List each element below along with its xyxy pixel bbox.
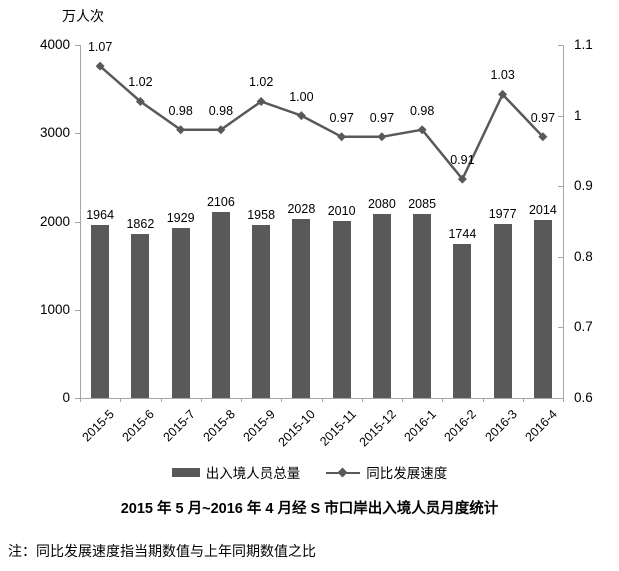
line-point-label: 0.98	[409, 103, 435, 118]
right-axis-tick	[558, 398, 563, 399]
left-axis-tick-label: 0	[62, 390, 70, 405]
line-marker	[176, 125, 186, 135]
bar-value-label: 1977	[488, 206, 517, 221]
bar-2015-7	[171, 227, 190, 398]
bar-2015-10	[292, 219, 311, 398]
line-marker	[296, 111, 306, 121]
y-axis-unit-label: 万人次	[62, 8, 104, 24]
bar-2016-3	[493, 223, 512, 398]
footnote: 注：同比发展速度指当期数值与上年同期数值之比	[8, 545, 316, 560]
line-series-swatch-icon	[326, 467, 361, 477]
line-point-label: 0.98	[168, 103, 193, 118]
x-axis-tick	[80, 398, 81, 402]
line-marker	[498, 89, 508, 99]
x-axis-tick	[281, 398, 283, 402]
line-point-label: 0.97	[329, 110, 354, 125]
line-marker	[256, 96, 266, 106]
line-marker	[337, 132, 347, 142]
line-path	[99, 65, 544, 182]
legend-line-label: 同比发展速度	[366, 466, 448, 481]
left-axis-tick	[75, 309, 80, 311]
x-axis-tick	[522, 398, 524, 402]
right-axis-tick-label: 0.8	[574, 248, 593, 264]
x-axis-tick	[321, 398, 323, 402]
chart-title: 2015 年 5 月~2016 年 4 月经 S 市口岸出入境人员月度统计	[120, 501, 499, 517]
line-marker	[377, 132, 387, 142]
legend-item-line: 同比发展速度	[326, 462, 447, 482]
line-point-label: 0.98	[208, 103, 234, 118]
bar-value-label: 2106	[206, 195, 235, 210]
right-axis-tick	[558, 115, 563, 117]
x-axis-tick	[200, 398, 202, 402]
right-axis-tick-label: 0.9	[574, 178, 593, 194]
left-axis-line	[80, 45, 81, 398]
x-axis-tick	[120, 398, 122, 402]
bar-value-label: 1862	[126, 216, 155, 231]
x-axis-tick	[402, 398, 403, 402]
line-point-label: 1.00	[289, 89, 314, 104]
line-point-label: 0.97	[369, 110, 395, 125]
x-axis-tick	[482, 398, 484, 402]
bar-2015-11	[332, 220, 351, 398]
right-axis-tick-label: 0.6	[574, 390, 593, 405]
line-point-label: 1.03	[490, 68, 515, 83]
bar-2016-1	[413, 213, 432, 398]
line-marker	[135, 96, 145, 106]
bar-value-label: 2085	[408, 196, 437, 211]
bar-value-label: 2014	[528, 203, 557, 218]
left-axis-tick-label: 1000	[39, 301, 70, 317]
bar-2016-4	[533, 220, 552, 398]
x-axis-tick	[563, 398, 564, 402]
x-axis-tick	[442, 398, 444, 402]
line-series	[95, 61, 548, 184]
left-axis-tick-label: 3000	[39, 125, 70, 141]
line-marker	[216, 125, 226, 135]
line-point-label: 1.02	[128, 75, 153, 90]
right-axis-tick	[558, 256, 563, 258]
legend-item-bars: 出入境人员总量	[171, 462, 301, 482]
right-axis-tick-label: 1	[574, 107, 582, 123]
bar-value-label: 1744	[448, 227, 477, 242]
bar-2015-6	[131, 233, 150, 398]
right-axis-tick-label: 0.7	[574, 319, 593, 335]
bar-2015-12	[372, 214, 391, 398]
bar-value-label: 2080	[367, 197, 396, 212]
legend-bar-label: 出入境人员总量	[205, 466, 301, 481]
right-axis-tick	[558, 327, 563, 329]
bar-value-label: 2010	[327, 203, 356, 218]
line-marker	[95, 61, 105, 71]
x-axis-tick	[241, 398, 242, 402]
line-point-label: 1.02	[248, 75, 274, 90]
line-marker	[417, 125, 427, 135]
left-axis-tick	[75, 221, 80, 223]
bar-2015-9	[252, 225, 271, 398]
right-axis-tick-label: 1.1	[574, 37, 593, 52]
bar-2015-5	[91, 224, 110, 398]
left-axis-tick-label: 2000	[39, 213, 70, 229]
x-axis-tick	[361, 398, 363, 402]
right-axis-line	[563, 45, 564, 398]
bar-value-label: 1958	[247, 208, 276, 223]
bar-2015-8	[211, 212, 230, 398]
bar-value-label: 2028	[287, 202, 316, 217]
bar-series-swatch-icon	[171, 467, 200, 477]
line-marker	[457, 174, 467, 184]
line-point-label: 1.07	[87, 40, 113, 55]
bar-value-label: 1964	[86, 207, 115, 222]
line-marker	[538, 132, 548, 142]
left-axis-tick	[75, 398, 80, 399]
left-axis-tick-label: 4000	[39, 37, 70, 52]
right-axis-tick	[558, 186, 563, 188]
line-point-label: 0.91	[450, 153, 475, 168]
bar-value-label: 1929	[166, 210, 195, 225]
legend: 出入境人员总量 同比发展速度	[0, 462, 619, 482]
x-axis-tick	[160, 398, 162, 402]
right-axis-tick	[558, 45, 563, 46]
line-point-label: 0.97	[530, 110, 556, 125]
left-axis-tick	[75, 133, 80, 135]
left-axis-tick	[75, 45, 80, 46]
bar-2016-2	[453, 244, 472, 398]
